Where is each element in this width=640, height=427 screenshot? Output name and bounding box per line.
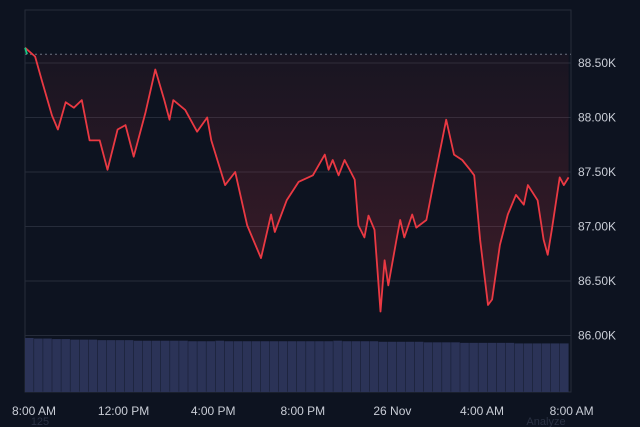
price-line [24,47,570,313]
volume-bar [170,340,179,392]
y-tick-label: 87.00K [578,220,616,234]
volume-bar [306,341,315,392]
volume-bar [297,341,306,392]
volume-bar [514,343,524,392]
volume-bar [478,342,487,392]
analyze-link[interactable]: Analyze [526,416,565,427]
volume-bar [269,341,279,392]
volume-bar [505,342,515,392]
volume-bar [206,341,215,392]
volume-bar [378,341,388,392]
volume-bar [532,343,542,392]
x-tick-label: 8:00 AM [550,404,594,418]
volume-bar [242,341,252,392]
volume-bar [115,340,125,392]
volume-bar [333,340,342,392]
volume-bar [97,340,107,392]
volume-bar [278,341,288,392]
volume-bar [405,341,415,392]
volume-bar [133,340,143,392]
volume-bar [151,340,161,392]
volume-bar [559,343,569,392]
volume-bar [88,339,98,392]
y-axis-ticks: 88.50K 88.00K 87.50K 87.00K 86.50K 86.00K [578,56,616,343]
x-tick-label: 26 Nov [373,404,411,418]
y-tick-label: 88.50K [578,56,616,70]
volume-bar [179,340,188,392]
volume-bar [451,342,460,392]
volume-bar [396,341,406,392]
footer-left-text: 125 [31,416,49,427]
volume-bar [550,343,560,392]
volume-bar [142,340,152,392]
volume-bar [315,341,324,392]
volume-bar [423,342,433,392]
x-tick-label: 4:00 AM [460,404,504,418]
volume-bar [442,342,451,392]
volume-bar [251,341,261,392]
volume-bar [124,340,134,392]
volume-bar [414,341,424,392]
volume-bar [496,342,506,392]
price-area-fill [25,54,569,312]
volume-bar [215,340,225,392]
volume-bar [369,341,379,392]
volume-bar [79,339,89,392]
volume-bar [233,341,243,392]
volume-bar [433,342,442,392]
volume-bar [387,341,397,392]
volume-bar [224,341,234,392]
volume-bar [34,338,43,392]
volume-bar [541,343,551,392]
x-tick-label: 8:00 PM [280,404,325,418]
volume-bar [70,339,79,392]
volume-bar [469,342,478,392]
volume-bar [260,341,270,392]
volume-bar [161,340,170,392]
volume-bar [43,338,52,392]
y-tick-label: 88.00K [578,111,616,125]
volume-bars [25,338,569,392]
volume-bar [197,341,206,392]
volume-bar [351,341,361,392]
volume-bar [460,342,469,392]
volume-bar [487,342,497,392]
volume-bar [287,341,297,392]
volume-bar [61,339,70,392]
volume-bar [342,341,351,392]
x-axis-ticks: 8:00 AM 12:00 PM 4:00 PM 8:00 PM 26 Nov 4:00 … [12,404,594,418]
x-tick-label: 8:00 AM [12,404,56,418]
y-tick-label: 86.50K [578,274,616,288]
price-line-start-segment [24,47,28,55]
volume-bar [52,339,61,392]
x-tick-label: 4:00 PM [191,404,236,418]
y-tick-label: 86.00K [578,329,616,343]
volume-bar [360,341,370,392]
volume-bar [25,338,34,392]
volume-bar [106,340,116,392]
volume-bar [523,343,533,392]
y-tick-label: 87.50K [578,165,616,179]
x-tick-label: 12:00 PM [98,404,149,418]
volume-bar [324,341,333,392]
volume-bar [188,341,197,392]
